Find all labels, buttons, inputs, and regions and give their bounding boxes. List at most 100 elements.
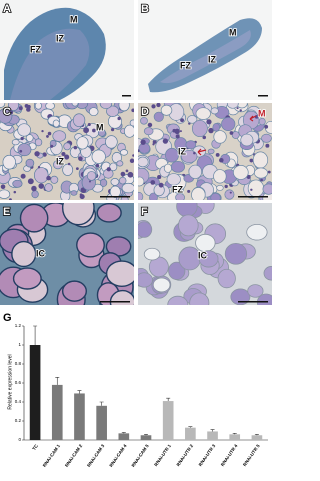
granule (67, 162, 71, 166)
cell (118, 103, 130, 112)
granule (61, 151, 66, 156)
cell (99, 178, 108, 187)
panel-label: B (141, 3, 149, 15)
granule (150, 180, 156, 185)
arrow (197, 148, 207, 156)
cell (52, 130, 67, 142)
granule (73, 145, 78, 150)
cell (217, 268, 236, 289)
cell (120, 149, 128, 156)
panel-label: D (141, 106, 149, 118)
error-bar (254, 434, 259, 436)
granule (127, 171, 134, 178)
cell (175, 193, 185, 200)
cell (76, 136, 89, 150)
annotation: IC (198, 250, 208, 260)
granule (27, 104, 31, 109)
scale-bar (238, 196, 268, 198)
cell (252, 151, 269, 169)
bar (29, 345, 41, 440)
x-tick-label: RNAi-CAM 5 (130, 443, 150, 468)
y-tick-label: 1 (18, 342, 21, 347)
cell (123, 124, 134, 138)
cell (240, 133, 254, 147)
cell (34, 103, 42, 110)
cell (25, 134, 34, 142)
cell (138, 191, 144, 200)
granule (46, 175, 51, 181)
error-bar (121, 432, 126, 434)
scale-bar (258, 95, 268, 97)
cell (50, 175, 59, 184)
panel-label: G (3, 312, 12, 324)
annotation: IZ (56, 33, 65, 43)
cell (12, 267, 42, 290)
cell (187, 115, 198, 124)
annotation: IZ (56, 156, 65, 166)
annotation: M (96, 122, 104, 132)
granule (156, 103, 161, 108)
granule (264, 124, 269, 129)
granule (175, 134, 180, 139)
error-bar (33, 325, 38, 345)
cell-texture (0, 103, 272, 305)
bar (51, 384, 63, 440)
granule (260, 178, 263, 182)
cell (53, 159, 63, 170)
cell (262, 183, 272, 195)
scale-bar (100, 196, 130, 198)
cell (121, 182, 134, 194)
y-tick-label: 0 (18, 437, 21, 442)
cell (11, 139, 20, 146)
error-bar (144, 434, 148, 436)
granule (172, 128, 177, 133)
bar (96, 405, 107, 440)
granule (20, 173, 26, 179)
cell (8, 103, 19, 112)
cell (109, 185, 121, 198)
granule (88, 180, 91, 183)
cell (226, 103, 239, 109)
granule (152, 139, 157, 144)
cell (140, 117, 148, 125)
y-tick-label: 0.2 (15, 418, 22, 423)
granule (117, 116, 121, 121)
granule (34, 151, 40, 157)
cell (247, 284, 264, 298)
cell (170, 160, 186, 173)
granule (224, 184, 228, 189)
cell (106, 105, 120, 117)
annotation: IZ (178, 146, 187, 156)
granule (147, 122, 153, 128)
cell (189, 292, 210, 305)
cell (191, 187, 206, 200)
cell (61, 280, 87, 302)
granule (132, 154, 134, 157)
bar (207, 431, 218, 440)
cell (231, 131, 240, 139)
cell (254, 167, 268, 179)
granule (18, 106, 23, 111)
cell (261, 133, 272, 143)
granule (8, 198, 12, 200)
cell (70, 190, 78, 196)
granule (78, 156, 83, 161)
bar (140, 435, 152, 440)
figure: A M IZ FZ B M IZ FZ C M IZ D M IZ FZ E I… (0, 0, 272, 468)
granule (46, 135, 49, 138)
cell (99, 103, 113, 109)
cell (246, 223, 268, 241)
y-tick-label: 0.8 (15, 361, 22, 366)
cell (207, 148, 215, 155)
scale-bar (100, 301, 130, 303)
cell (63, 142, 71, 151)
y-tick-label: 0.6 (15, 380, 22, 385)
cell (210, 107, 219, 115)
cells (138, 103, 272, 200)
granule (236, 107, 239, 110)
granule (193, 151, 196, 155)
x-tick-label: RNAi-UTR 3 (198, 443, 217, 467)
arrow (249, 115, 257, 122)
bar (185, 427, 196, 440)
granule (239, 109, 242, 112)
